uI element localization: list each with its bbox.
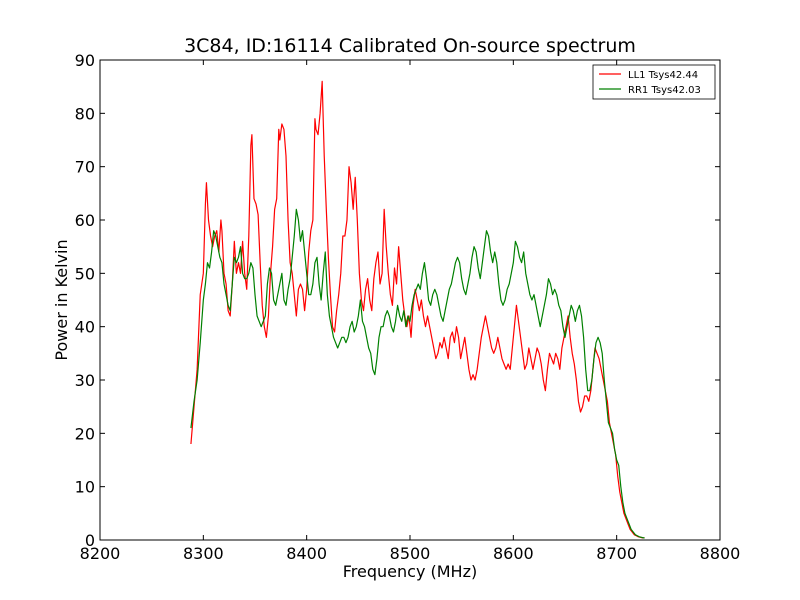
y-tick-label: 20 [75, 424, 95, 443]
series-layer [190, 80, 645, 539]
y-tick-label: 50 [75, 264, 95, 283]
y-tick-label: 30 [75, 371, 95, 390]
x-tick-label: 8200 [80, 544, 121, 563]
legend-box [592, 64, 716, 100]
x-tick-label: 8800 [700, 544, 741, 563]
y-tick-label: 60 [75, 211, 95, 230]
legend-entry: RR1 Tsys42.03 [628, 85, 701, 96]
series-line-1 [190, 80, 645, 539]
x-tick-label: 8300 [183, 544, 224, 563]
x-tick-label: 8600 [493, 544, 534, 563]
axes-layer: 8200 8300 8400 8500 8600 8700 8800 0 10 20 30 40 50 6… [75, 51, 741, 563]
y-tick-label: 70 [75, 158, 95, 177]
chart-title: 3C84, ID:16114 Calibrated On-source spec… [184, 35, 636, 57]
y-tick-label: 10 [75, 478, 95, 497]
y-tick-label: 40 [75, 318, 95, 337]
x-tick-label: 8700 [596, 544, 637, 563]
legend-entry: LL1 Tsys42.44 [628, 70, 698, 81]
series-line-2 [190, 208, 645, 539]
y-tick-label: 90 [75, 51, 95, 70]
x-tick-label: 8500 [390, 544, 431, 563]
x-axis-label: Frequency (MHz) [343, 562, 477, 581]
y-tick-label: 80 [75, 104, 95, 123]
y-tick-label: 0 [85, 531, 95, 550]
x-tick-label: 8400 [286, 544, 327, 563]
legend: LL1 Tsys42.44 RR1 Tsys42.03 [592, 64, 716, 100]
y-axis-label: Power in Kelvin [52, 239, 71, 360]
